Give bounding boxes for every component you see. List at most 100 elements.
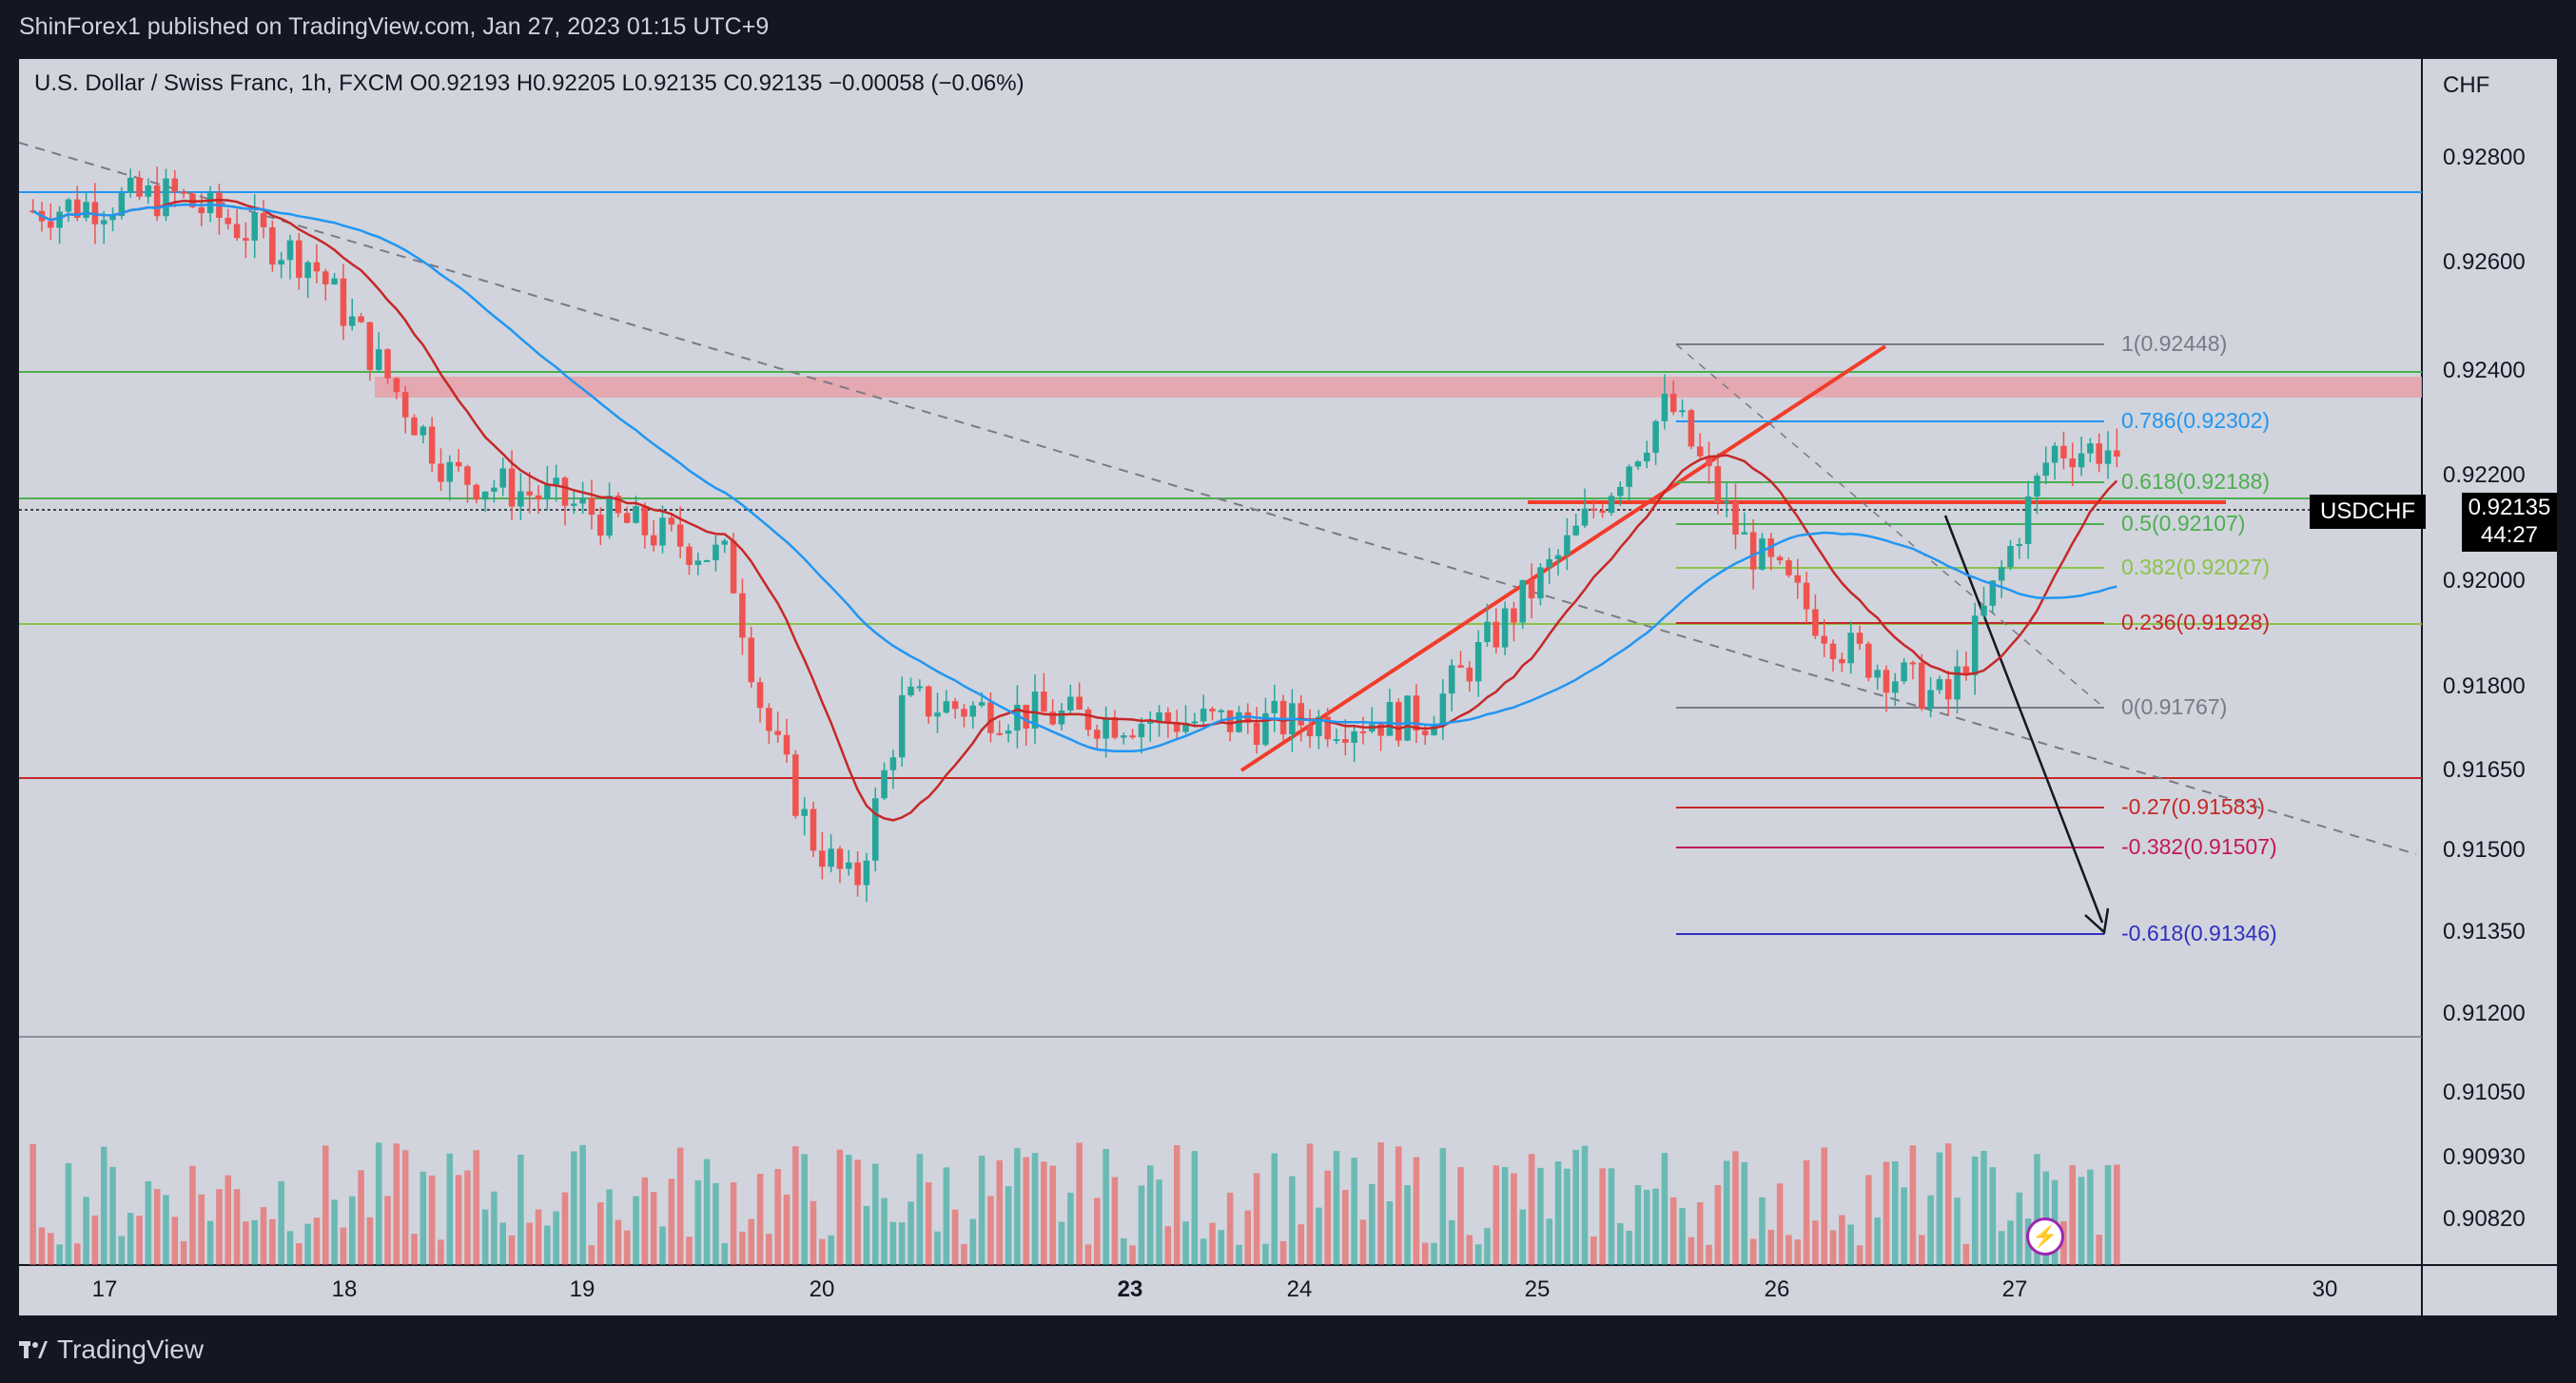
volume-bar	[633, 1196, 639, 1265]
volume-bar	[810, 1200, 817, 1265]
price-tick-label: 0.90820	[2443, 1206, 2526, 1232]
candle-body	[304, 262, 311, 279]
axis-currency-label: CHF	[2443, 72, 2490, 98]
volume-bar	[561, 1192, 569, 1265]
candle-body	[553, 477, 559, 485]
date-tick-label: 26	[1764, 1276, 1790, 1302]
candle-body	[109, 216, 116, 221]
candle-body	[83, 202, 89, 218]
volume-bar	[1226, 1192, 1234, 1265]
volume-bar	[615, 1219, 622, 1265]
candle-body	[1103, 716, 1109, 739]
volume-bar	[1617, 1223, 1624, 1265]
volume-bar	[1076, 1142, 1083, 1265]
volume-bar	[641, 1177, 649, 1265]
volume-bar	[1732, 1151, 1739, 1265]
candle-body	[1138, 723, 1145, 737]
lightning-bolt-icon[interactable]: ⚡	[2026, 1217, 2064, 1256]
candle-body	[1218, 710, 1225, 712]
price-tick-label: 0.91800	[2443, 673, 2526, 699]
volume-bar	[269, 1218, 276, 1265]
candle-body	[1448, 665, 1455, 694]
volume-bar	[1856, 1245, 1864, 1265]
volume-bar	[1058, 1221, 1065, 1265]
volume-bar	[951, 1209, 959, 1265]
volume-bar	[2096, 1235, 2102, 1265]
volume-bar	[969, 1218, 977, 1265]
tradingview-brand-text: TradingView	[57, 1334, 205, 1364]
volume-bar	[1519, 1209, 1527, 1265]
candle-body	[1554, 555, 1562, 559]
volume-bar	[48, 1233, 54, 1265]
candle-body	[641, 506, 649, 536]
candle-body	[2078, 453, 2085, 468]
candle-body	[597, 515, 604, 536]
volume-bar	[1528, 1154, 1535, 1265]
fib-label-3: 0.5(0.92107)	[2121, 511, 2246, 536]
tradingview-logo[interactable]: TradingView	[19, 1334, 204, 1365]
volume-bar	[961, 1243, 967, 1265]
volume-bar	[243, 1221, 249, 1265]
volume-bar	[331, 1199, 338, 1265]
candle-body	[633, 506, 639, 523]
candle-body	[579, 497, 586, 504]
candle-body	[127, 177, 134, 193]
candle-body	[1262, 712, 1269, 746]
volume-bar	[127, 1213, 134, 1265]
candle-body	[1564, 535, 1571, 555]
volume-bar	[1572, 1149, 1579, 1265]
candle-body	[951, 701, 959, 710]
volume-bar	[1014, 1148, 1021, 1265]
date-tick-label: 17	[91, 1276, 118, 1302]
candle-body	[278, 260, 284, 265]
volume-bar	[1084, 1244, 1092, 1265]
candle-body	[1041, 692, 1047, 712]
volume-bar	[1253, 1173, 1260, 1265]
candle-body	[846, 862, 852, 869]
volume-bar	[1883, 1161, 1890, 1265]
volume-bar	[401, 1150, 409, 1265]
volume-bar	[1626, 1230, 1632, 1265]
candle-body	[1644, 452, 1650, 462]
candle-body	[1474, 641, 1482, 682]
publisher-text: ShinForex1 published on TradingView.com,…	[19, 13, 770, 40]
volume-bar	[748, 1218, 755, 1265]
volume-bar	[1829, 1230, 1837, 1265]
volume-bar	[1094, 1198, 1101, 1265]
candle-body	[1892, 681, 1899, 693]
volume-bar	[934, 1231, 941, 1265]
candle-body	[1901, 662, 1907, 682]
candle-body	[1271, 700, 1278, 713]
volume-bar	[916, 1154, 924, 1265]
candle-body	[100, 220, 107, 224]
date-tick-label: 25	[1524, 1276, 1551, 1302]
candle-body	[1794, 575, 1802, 583]
volume-bar	[1918, 1235, 1925, 1265]
candle-body	[446, 461, 454, 482]
candle-body	[1981, 605, 1987, 616]
volume-bar	[1138, 1185, 1145, 1265]
candle-body	[1706, 456, 1712, 467]
volume-bar	[907, 1201, 914, 1265]
candle-body	[1821, 635, 1827, 644]
volume-bar	[1369, 1183, 1376, 1265]
volume-bar	[2078, 1177, 2085, 1265]
volume-bar	[1005, 1186, 1012, 1265]
chart-canvas[interactable]	[19, 59, 2557, 1315]
volume-bar	[544, 1225, 551, 1265]
volume-bar	[499, 1222, 506, 1265]
candle-body	[286, 240, 294, 261]
candle-body	[393, 378, 400, 393]
volume-bar	[588, 1245, 595, 1265]
volume-bar	[375, 1142, 382, 1265]
candle-body	[978, 702, 986, 706]
current-price-value: 0.92135	[2468, 495, 2551, 520]
volume-bar	[1865, 1175, 1872, 1265]
candle-body	[1511, 608, 1517, 623]
volume-bar	[694, 1179, 702, 1265]
chart-area[interactable]: U.S. Dollar / Swiss Franc, 1h, FXCM O0.9…	[19, 59, 2557, 1315]
candle-body	[898, 694, 906, 758]
volume-bar	[819, 1238, 826, 1265]
volume-bar	[420, 1171, 427, 1265]
volume-bar	[553, 1211, 559, 1265]
